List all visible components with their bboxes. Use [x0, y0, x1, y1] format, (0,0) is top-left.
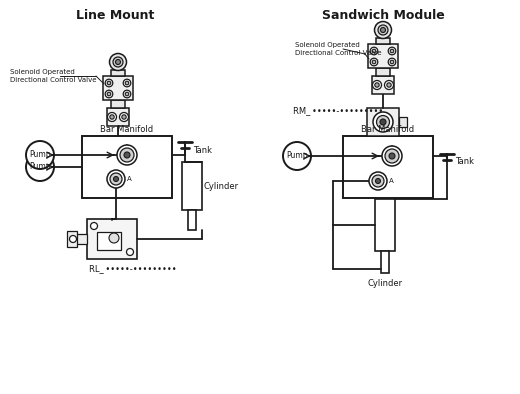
Text: Pump: Pump: [29, 162, 51, 171]
Circle shape: [370, 47, 378, 55]
Bar: [188, 210, 196, 230]
Circle shape: [125, 81, 129, 85]
Bar: [367, 108, 399, 136]
Circle shape: [110, 173, 122, 185]
Circle shape: [380, 119, 386, 125]
Circle shape: [384, 80, 394, 89]
Circle shape: [124, 152, 130, 158]
Text: Solenoid Operated
Directional Control Valve: Solenoid Operated Directional Control Va…: [10, 69, 97, 83]
Bar: [372, 76, 394, 94]
Circle shape: [115, 59, 121, 65]
Circle shape: [381, 28, 385, 32]
Text: Line Mount: Line Mount: [76, 9, 154, 22]
Circle shape: [107, 170, 125, 188]
Text: Tank: Tank: [193, 146, 212, 155]
Circle shape: [123, 90, 131, 98]
Text: Solenoid Operated
Directional Control Valve: Solenoid Operated Directional Control Va…: [295, 42, 382, 56]
Circle shape: [113, 177, 119, 182]
Text: RL_ •••••-•••••••••: RL_ •••••-•••••••••: [89, 264, 177, 273]
Circle shape: [389, 153, 395, 159]
Circle shape: [390, 60, 394, 64]
Text: A: A: [127, 176, 132, 182]
Bar: [107, 108, 129, 126]
Circle shape: [110, 54, 126, 71]
Circle shape: [283, 142, 311, 170]
Circle shape: [370, 58, 378, 66]
Bar: [381, 251, 389, 273]
Bar: [103, 76, 133, 100]
Text: Tank: Tank: [455, 157, 474, 166]
Circle shape: [113, 57, 123, 67]
Bar: [376, 68, 390, 76]
Circle shape: [382, 146, 402, 166]
Text: Pump: Pump: [286, 151, 308, 160]
Bar: [368, 44, 398, 68]
Bar: [399, 117, 407, 127]
Circle shape: [376, 115, 389, 128]
Circle shape: [120, 113, 128, 121]
Text: RM_ •••••-•••••••••: RM_ •••••-•••••••••: [293, 106, 383, 115]
Bar: [97, 232, 121, 250]
Circle shape: [373, 112, 393, 132]
Bar: [375, 199, 395, 251]
Circle shape: [109, 233, 119, 243]
Circle shape: [120, 148, 134, 162]
Text: Bar Manifold: Bar Manifold: [100, 125, 153, 134]
Bar: [82, 136, 172, 198]
Circle shape: [70, 236, 76, 242]
Circle shape: [122, 115, 126, 119]
Circle shape: [108, 113, 116, 121]
Text: A: A: [389, 178, 394, 184]
Circle shape: [388, 58, 396, 66]
Circle shape: [105, 79, 113, 87]
Bar: [182, 162, 202, 210]
Text: Bar Manifold: Bar Manifold: [361, 125, 414, 134]
Circle shape: [385, 149, 399, 163]
Circle shape: [90, 223, 98, 229]
Bar: [75, 234, 87, 244]
Circle shape: [126, 249, 134, 255]
Text: Cylinder: Cylinder: [204, 182, 239, 191]
Text: Sandwich Module: Sandwich Module: [322, 9, 445, 22]
Circle shape: [375, 83, 379, 87]
Circle shape: [107, 92, 111, 96]
Circle shape: [390, 49, 394, 53]
Bar: [343, 136, 433, 198]
Bar: [111, 100, 125, 108]
Circle shape: [388, 47, 396, 55]
Circle shape: [372, 80, 382, 89]
Circle shape: [26, 153, 54, 181]
Circle shape: [125, 92, 129, 96]
Circle shape: [123, 79, 131, 87]
Bar: [376, 38, 390, 44]
Circle shape: [387, 83, 391, 87]
Bar: [67, 231, 77, 247]
Circle shape: [372, 49, 376, 53]
Text: Pump: Pump: [29, 149, 51, 158]
Circle shape: [117, 145, 137, 165]
Bar: [111, 70, 125, 76]
Circle shape: [369, 172, 387, 190]
Circle shape: [105, 90, 113, 98]
Circle shape: [372, 175, 384, 187]
Circle shape: [378, 25, 388, 35]
Circle shape: [375, 178, 381, 184]
Text: Cylinder: Cylinder: [368, 279, 402, 288]
Circle shape: [372, 60, 376, 64]
Circle shape: [26, 141, 54, 169]
Circle shape: [107, 81, 111, 85]
Circle shape: [110, 115, 114, 119]
Circle shape: [374, 22, 392, 39]
Bar: [87, 219, 137, 259]
